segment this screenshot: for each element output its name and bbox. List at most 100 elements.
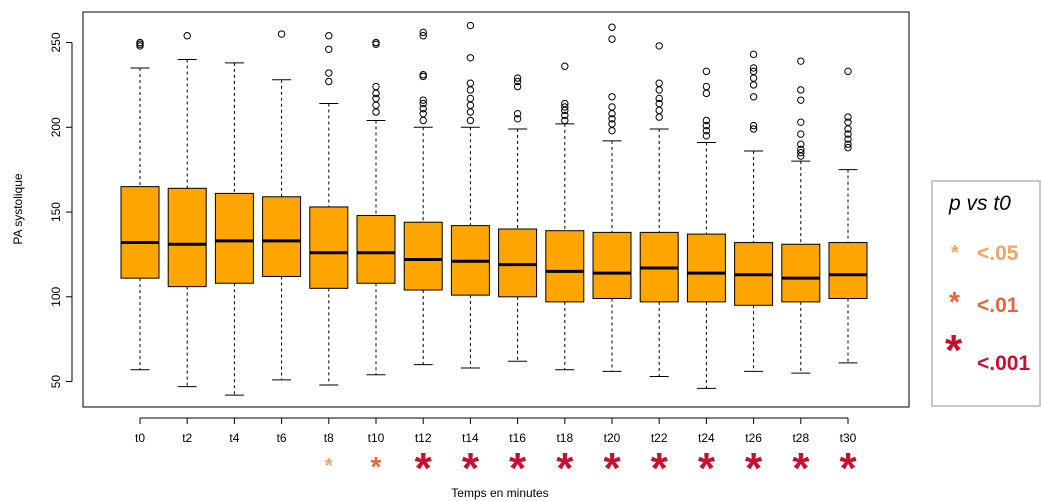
box-t6 <box>262 30 302 381</box>
outlier-point <box>419 28 427 37</box>
outlier-point <box>419 96 427 104</box>
outlier-point <box>844 113 852 121</box>
y-tick-label: 200 <box>49 117 63 137</box>
legend-star-medium: * <box>949 286 960 317</box>
significance-star: * <box>325 455 333 477</box>
legend-label-001: <.001 <box>977 352 1031 375</box>
y-tick-label: 250 <box>49 32 63 52</box>
significance-star: * <box>792 444 810 493</box>
box-iqr <box>828 242 868 300</box>
outlier-point <box>561 103 569 111</box>
plot-frame <box>82 11 910 408</box>
x-tick-label: t24 <box>698 431 715 445</box>
box-t18 <box>545 62 585 371</box>
box-t4 <box>214 62 254 396</box>
outlier-point <box>797 149 805 157</box>
significance-star: * <box>556 444 574 493</box>
x-tick-label: t30 <box>840 431 857 445</box>
outlier-point <box>655 94 663 103</box>
outlier-point <box>419 32 427 40</box>
legend-title: p vs t0 <box>949 192 1011 215</box>
significance-star: * <box>415 444 433 493</box>
legend-star-small: * <box>951 242 959 264</box>
box-t2 <box>167 32 207 388</box>
outlier-point <box>561 111 569 120</box>
outlier-point <box>372 108 380 116</box>
outlier-point <box>797 96 805 104</box>
outlier-point <box>419 116 427 125</box>
box-t24 <box>686 67 726 389</box>
box-iqr <box>262 196 302 277</box>
box-t14 <box>450 21 490 369</box>
outlier-point <box>419 99 427 108</box>
outlier-point <box>844 135 852 143</box>
y-axis-title: PA systolique <box>11 173 25 244</box>
box-t26 <box>734 50 774 372</box>
outlier-point <box>419 71 427 79</box>
significance-star: * <box>371 451 382 482</box>
outlier-point <box>844 67 852 76</box>
x-axis-title: Temps en minutes <box>451 486 548 500</box>
outlier-point <box>702 132 711 140</box>
outlier-point <box>797 140 805 148</box>
box-t12 <box>403 28 443 366</box>
outlier-point <box>749 121 758 130</box>
outlier-point <box>277 30 286 38</box>
outlier-point <box>561 62 569 70</box>
outlier-point <box>608 35 616 43</box>
box-iqr <box>498 228 538 298</box>
box-t20 <box>592 23 632 372</box>
outlier-point <box>749 93 758 101</box>
significance-star: * <box>603 444 621 493</box>
x-tick-label: t28 <box>792 431 809 445</box>
significance-stars: * * * * * * * * * * * * <box>325 444 858 493</box>
outlier-point <box>136 38 144 47</box>
x-tick-label: t16 <box>509 431 526 445</box>
outlier-point <box>466 79 475 87</box>
outlier-point <box>702 126 711 135</box>
outlier-point <box>749 81 758 89</box>
outlier-point <box>797 130 805 138</box>
outlier-point <box>702 89 711 98</box>
outlier-point <box>797 145 805 154</box>
outlier-point <box>797 118 805 126</box>
outlier-point <box>749 125 758 133</box>
outlier-point <box>749 67 758 76</box>
box-iqr <box>214 192 254 284</box>
outlier-point <box>325 45 333 53</box>
outlier-point <box>702 116 711 125</box>
box-iqr <box>403 221 443 291</box>
outlier-point <box>419 104 427 113</box>
box-t16 <box>498 74 538 362</box>
outlier-point <box>844 118 852 126</box>
x-tick-label: t14 <box>462 431 479 445</box>
box-iqr <box>686 233 726 303</box>
outlier-point <box>419 110 427 118</box>
box-t30 <box>828 67 868 364</box>
outlier-point <box>466 108 475 116</box>
significance-star: * <box>509 444 527 493</box>
box-t28 <box>781 57 821 374</box>
x-tick-label: t8 <box>324 431 334 445</box>
x-tick-label: t2 <box>182 431 192 445</box>
outlier-point <box>608 103 616 111</box>
outlier-point <box>702 121 711 130</box>
x-tick-label: t0 <box>135 431 145 445</box>
outlier-point <box>466 21 475 30</box>
outlier-point <box>655 113 663 121</box>
outlier-point <box>513 115 522 123</box>
outlier-point <box>325 69 333 77</box>
outlier-point <box>844 130 852 138</box>
box-iqr <box>120 186 160 279</box>
outlier-point <box>561 99 569 108</box>
y-tick-label: 150 <box>49 202 63 222</box>
legend-label-01: <.01 <box>977 294 1019 317</box>
outlier-point <box>702 67 711 76</box>
legend-star-large: * <box>945 326 963 375</box>
box-t8 <box>309 32 349 386</box>
outlier-point <box>655 42 663 50</box>
outlier-point <box>608 93 616 101</box>
box-iqr <box>592 231 632 300</box>
significance-star: * <box>651 444 669 493</box>
